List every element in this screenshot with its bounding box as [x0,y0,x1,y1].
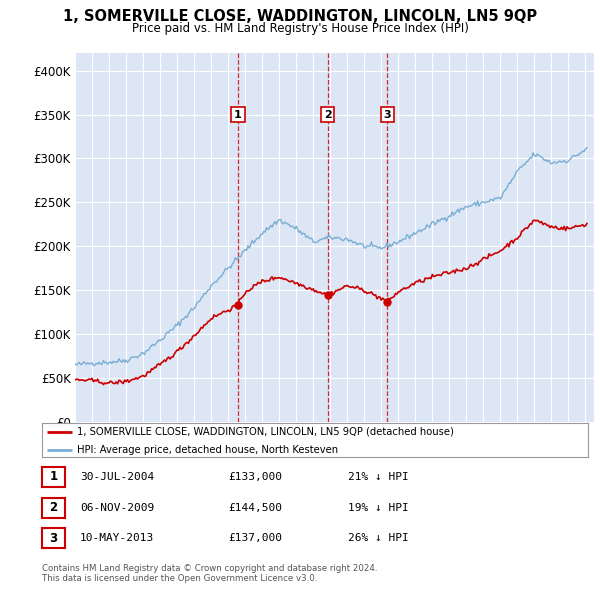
Text: This data is licensed under the Open Government Licence v3.0.: This data is licensed under the Open Gov… [42,574,317,583]
Text: 2: 2 [324,110,332,120]
Text: 06-NOV-2009: 06-NOV-2009 [80,503,154,513]
Text: 30-JUL-2004: 30-JUL-2004 [80,472,154,482]
Text: 2: 2 [49,501,58,514]
Text: 26% ↓ HPI: 26% ↓ HPI [348,533,409,543]
Text: 1: 1 [234,110,242,120]
Text: £133,000: £133,000 [228,472,282,482]
Text: 10-MAY-2013: 10-MAY-2013 [80,533,154,543]
Text: 1: 1 [49,470,58,483]
Text: 19% ↓ HPI: 19% ↓ HPI [348,503,409,513]
Text: Price paid vs. HM Land Registry's House Price Index (HPI): Price paid vs. HM Land Registry's House … [131,22,469,35]
Text: 1, SOMERVILLE CLOSE, WADDINGTON, LINCOLN, LN5 9QP: 1, SOMERVILLE CLOSE, WADDINGTON, LINCOLN… [63,9,537,24]
Text: Contains HM Land Registry data © Crown copyright and database right 2024.: Contains HM Land Registry data © Crown c… [42,565,377,573]
Text: 3: 3 [49,532,58,545]
Text: 21% ↓ HPI: 21% ↓ HPI [348,472,409,482]
Text: £137,000: £137,000 [228,533,282,543]
Text: 1, SOMERVILLE CLOSE, WADDINGTON, LINCOLN, LN5 9QP (detached house): 1, SOMERVILLE CLOSE, WADDINGTON, LINCOLN… [77,427,454,437]
Text: £144,500: £144,500 [228,503,282,513]
Text: 3: 3 [383,110,391,120]
Text: HPI: Average price, detached house, North Kesteven: HPI: Average price, detached house, Nort… [77,445,338,455]
